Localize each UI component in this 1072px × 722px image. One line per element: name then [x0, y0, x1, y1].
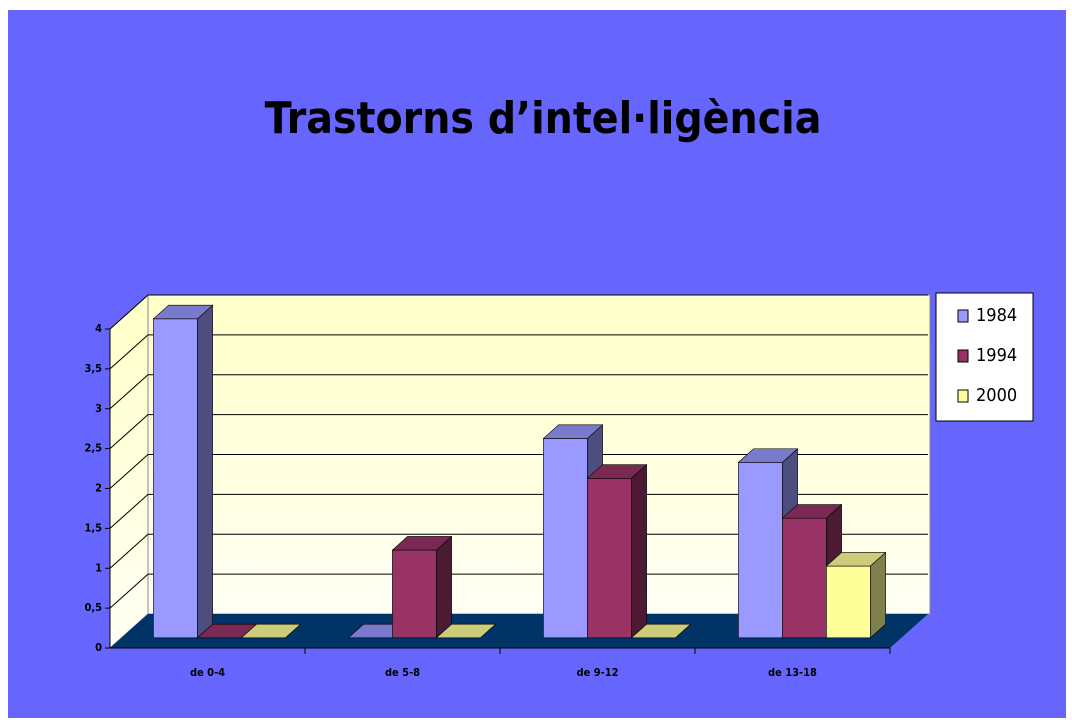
bar — [825, 551, 887, 639]
bar-side — [436, 535, 452, 639]
bar — [435, 623, 497, 639]
legend-swatch — [957, 309, 969, 323]
bar-top — [586, 464, 648, 479]
bar-top — [630, 623, 692, 639]
x-tick-label: de 9-12 — [576, 666, 618, 679]
y-tick-label: 1,5 — [84, 521, 102, 534]
bar-side — [197, 304, 213, 639]
bar-top — [435, 623, 497, 639]
bar — [240, 623, 302, 639]
grid-line — [109, 334, 149, 370]
grid-line — [109, 374, 149, 410]
bar — [391, 535, 453, 639]
bar-front — [392, 549, 437, 639]
bar-top — [781, 504, 843, 519]
bar-top — [542, 424, 604, 439]
floor — [110, 614, 928, 648]
bar — [630, 623, 692, 639]
bar-side — [870, 551, 886, 639]
bar-top — [152, 304, 214, 320]
bar-front — [543, 438, 588, 639]
y-tick-label: 3 — [95, 402, 102, 415]
y-tick-label: 2 — [95, 482, 102, 495]
x-tick-label: de 13-18 — [768, 666, 817, 679]
legend-label: 1984 — [976, 305, 1017, 326]
bar — [152, 304, 214, 639]
grid-line — [109, 414, 149, 449]
legend — [935, 292, 1034, 422]
y-tick-label: 3,5 — [84, 362, 102, 375]
bar-top — [737, 448, 799, 463]
bar-front — [826, 565, 871, 639]
legend-label: 2000 — [976, 385, 1017, 406]
grid-line — [109, 294, 149, 330]
bar-front — [738, 462, 783, 639]
bar-top — [825, 552, 887, 567]
legend-swatch — [957, 389, 969, 403]
x-tick-label: de 0-4 — [190, 666, 225, 679]
legend-swatch — [957, 349, 969, 363]
chart-title: Trastorns d’intel·ligència — [265, 93, 822, 144]
bar-side — [631, 464, 647, 639]
y-tick-label: 1 — [95, 561, 102, 574]
grid-line — [109, 533, 149, 569]
y-tick-label: 0,5 — [84, 601, 102, 614]
bar-front — [153, 318, 198, 639]
grid-line — [109, 454, 149, 489]
bar-front — [587, 477, 632, 639]
x-tick-label: de 5-8 — [385, 666, 420, 679]
grid-line — [109, 573, 149, 609]
bar-top — [391, 536, 453, 551]
grid-line — [109, 494, 149, 529]
y-tick-label: 0 — [95, 641, 102, 654]
y-tick-label: 4 — [95, 322, 102, 335]
bar-front — [782, 517, 827, 639]
y-tick-label: 2,5 — [84, 442, 102, 455]
legend-label: 1994 — [976, 345, 1017, 366]
bar-top — [240, 623, 302, 639]
bar — [586, 464, 648, 639]
